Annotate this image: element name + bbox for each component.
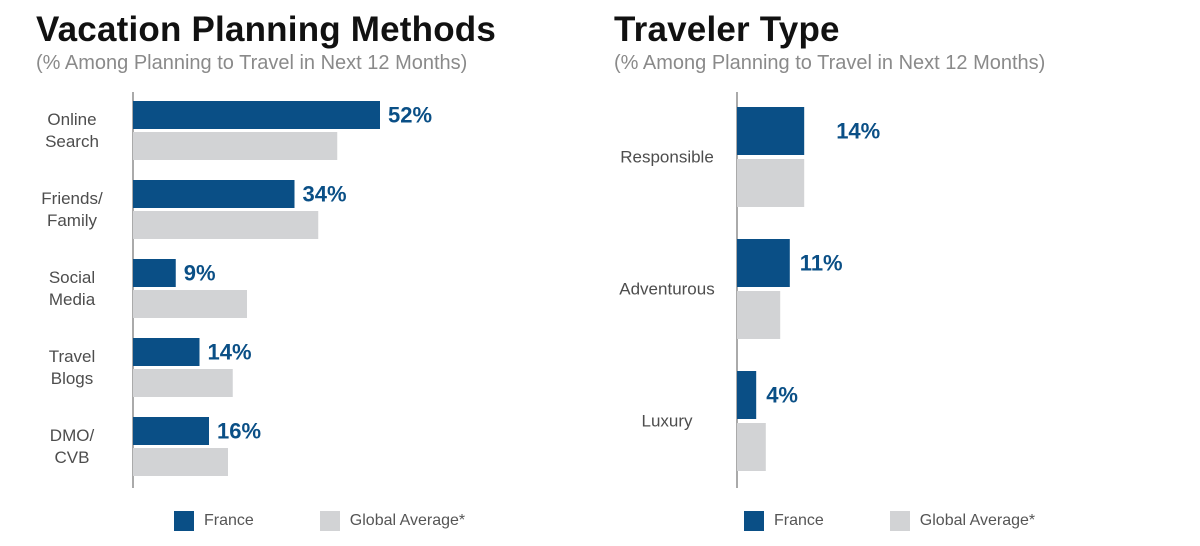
bar-france xyxy=(737,239,790,287)
category-label: Responsible xyxy=(620,148,714,167)
legend-label-global-average: Global Average* xyxy=(349,512,466,529)
legend-item-france: France xyxy=(174,511,254,531)
value-label: 52% xyxy=(388,103,432,128)
category-label-line: Social xyxy=(49,268,95,287)
legend-label-france: France xyxy=(204,512,254,529)
category-label-line: Search xyxy=(45,132,99,151)
legend-item-france: France xyxy=(744,511,824,531)
value-label: 14% xyxy=(836,119,880,144)
bar-global-average xyxy=(133,290,247,318)
bar-global-average xyxy=(737,159,805,207)
bar-france xyxy=(737,371,757,419)
category-label: Social Media xyxy=(49,268,96,309)
value-label: 34% xyxy=(303,182,347,207)
bar-france xyxy=(737,107,805,155)
bar-france xyxy=(133,259,176,287)
legend-item-global-average: Global Average* xyxy=(889,511,1036,531)
bar-global-average xyxy=(133,448,228,476)
category-label-line: Family xyxy=(47,211,98,230)
category-label: Friends/Family xyxy=(41,189,103,230)
traveler-type-panel: Traveler Type (% Among Planning to Trave… xyxy=(600,0,1200,546)
category-label: Luxury xyxy=(641,412,693,431)
legend-swatch-global-average xyxy=(319,511,340,531)
category-label-line: Luxury xyxy=(641,412,693,431)
legend-swatch-france xyxy=(174,511,194,531)
planning-methods-subtitle: (% Among Planning to Travel in Next 12 M… xyxy=(36,52,468,74)
value-label: 16% xyxy=(217,419,261,444)
legend-label-global-average: Global Average* xyxy=(919,512,1036,529)
category-label: Online Search xyxy=(45,110,99,151)
traveler-type-title: Traveler Type xyxy=(614,10,840,49)
bar-global-average xyxy=(133,132,338,160)
category-label-line: Blogs xyxy=(51,369,94,388)
category-label-line: Online xyxy=(47,110,96,129)
bar-france xyxy=(133,417,209,445)
bar-france xyxy=(133,338,200,366)
bar-global-average xyxy=(133,369,233,397)
category-label-line: Adventurous xyxy=(619,280,714,299)
value-label: 14% xyxy=(208,340,252,365)
legend-label-france: France xyxy=(774,512,824,529)
bar-france xyxy=(133,101,380,129)
bar-global-average xyxy=(737,423,766,471)
category-label-line: Friends/ xyxy=(41,189,103,208)
value-label: 11% xyxy=(800,251,843,276)
bar-france xyxy=(133,180,295,208)
legend-item-global-average: Global Average* xyxy=(319,511,466,531)
traveler-type-chart: 14% Responsible 11% Adventurous 4% Luxury xyxy=(619,92,880,488)
bar-global-average xyxy=(737,291,781,339)
category-label-line: Travel xyxy=(49,347,96,366)
category-label: Adventurous xyxy=(619,280,714,299)
category-label-line: Responsible xyxy=(620,148,714,167)
category-label-line: CVB xyxy=(55,448,90,467)
traveler-type-subtitle: (% Among Planning to Travel in Next 12 M… xyxy=(614,52,1046,74)
value-label: 4% xyxy=(766,383,798,408)
planning-methods-legend: France Global Average* xyxy=(174,511,531,531)
category-label-line: Media xyxy=(49,290,96,309)
legend-swatch-global-average xyxy=(889,511,910,531)
legend-swatch-france xyxy=(744,511,764,531)
category-label-line: DMO/ xyxy=(50,426,95,445)
value-label: 9% xyxy=(184,261,216,286)
planning-methods-chart: 52% Online Search 34% Friends/Family 9% Social… xyxy=(41,92,432,488)
category-label: Travel Blogs xyxy=(49,347,96,388)
traveler-type-legend: France Global Average* xyxy=(744,511,1101,531)
planning-methods-title: Vacation Planning Methods xyxy=(36,10,497,49)
category-label: DMO/CVB xyxy=(50,426,95,467)
planning-methods-panel: Vacation Planning Methods (% Among Plann… xyxy=(36,10,531,531)
bar-global-average xyxy=(133,211,319,239)
